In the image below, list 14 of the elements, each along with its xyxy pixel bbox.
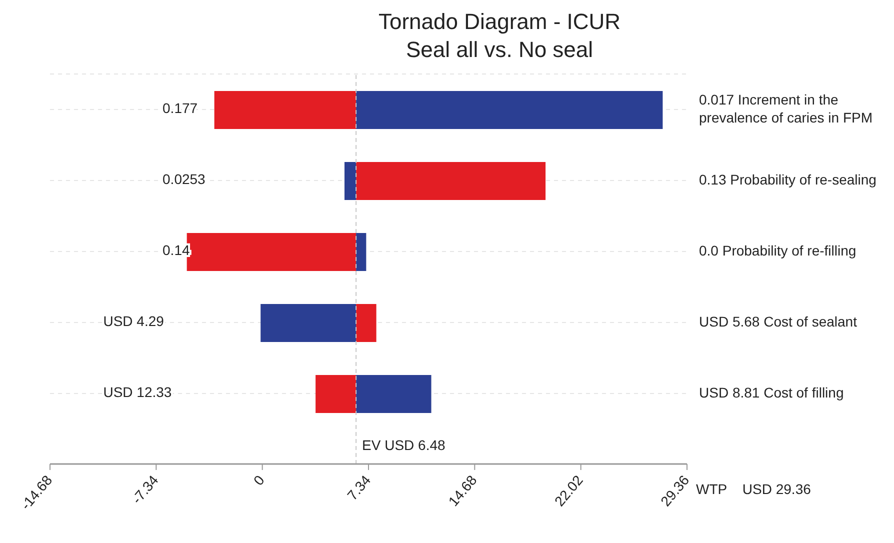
y-tick-label: 0.13 Probability of re-sealing xyxy=(699,171,876,188)
y-tick-label: 0.017 Increment in the prevalence of caries in FPM xyxy=(699,91,873,126)
y-tick-label: 0.0 Probability of re-filling xyxy=(699,242,856,258)
annotation: USD 12.33 xyxy=(103,384,172,400)
y-tick-label: USD 5.68 Cost of sealant xyxy=(699,313,858,330)
text: WTP USD 29.36 xyxy=(696,481,811,497)
chart-subtitle: Seal all vs. No seal xyxy=(404,36,594,64)
annotation: 0.0253 xyxy=(162,171,206,188)
y-tick-label: USD 8.81 Cost of filling xyxy=(699,384,844,400)
chart-title: Tornado Diagram - ICUR xyxy=(377,8,622,36)
x-tick-label: 0 xyxy=(250,472,268,488)
annotation: 0.177 xyxy=(162,100,198,116)
annotation: USD 4.29 xyxy=(103,313,164,330)
ref-line-label: EV USD 6.48 xyxy=(362,437,446,453)
